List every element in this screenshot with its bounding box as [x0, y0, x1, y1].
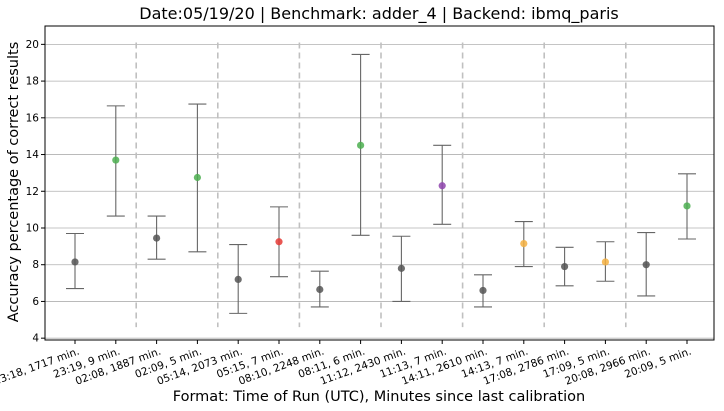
y-tick-label: 6	[32, 296, 39, 308]
y-tick-label: 10	[26, 222, 39, 234]
x-axis-label: Format: Time of Run (UTC), Minutes since…	[173, 389, 585, 405]
error-bar-point	[392, 235, 411, 302]
error-bar-point	[514, 221, 533, 268]
data-point	[479, 286, 487, 295]
error-bar-point	[106, 105, 125, 217]
group-separators	[135, 42, 627, 328]
x-axis: 23:18, 1717 min.23:19, 9 min.02:08, 1887…	[0, 340, 693, 388]
y-axis-label: Accuracy percentage of correct results	[6, 42, 22, 323]
data-point	[112, 156, 120, 164]
data-point	[438, 182, 446, 190]
error-bar-point	[596, 241, 615, 282]
error-bar-point	[229, 243, 248, 314]
error-bar-point	[310, 270, 329, 308]
data-point	[234, 275, 242, 284]
error-bar-point	[270, 206, 288, 278]
data-point	[397, 264, 405, 272]
data-point	[601, 258, 610, 266]
error-bar-point	[474, 274, 492, 308]
y-tick-label: 4	[32, 333, 39, 345]
data-point	[561, 262, 569, 271]
data-point	[520, 239, 528, 248]
error-bar-point	[66, 232, 84, 290]
data-point	[71, 258, 79, 266]
y-tick-label: 16	[26, 112, 40, 124]
y-tick-label: 8	[32, 259, 39, 271]
grid	[45, 43, 714, 339]
error-bar-point	[678, 173, 696, 240]
data-point	[357, 141, 365, 149]
data-point	[153, 234, 161, 242]
y-tick-label: 18	[26, 76, 39, 88]
y-tick-label: 14	[26, 149, 40, 161]
data-point	[642, 261, 650, 269]
data-point	[275, 238, 283, 246]
data-point	[683, 202, 691, 210]
plot-frame	[44, 25, 715, 341]
y-tick-label: 12	[26, 186, 39, 198]
error-bar-point	[147, 215, 166, 260]
chart-title: Date:05/19/20 | Benchmark: adder_4 | Bac…	[139, 4, 619, 24]
error-bar-point	[637, 232, 656, 297]
data-points	[66, 53, 696, 314]
error-bar-point	[433, 144, 452, 225]
error-bar-point	[351, 53, 370, 236]
y-tick-label: 20	[26, 39, 39, 51]
data-point	[316, 285, 324, 294]
data-point	[193, 173, 201, 182]
y-axis: 4 6 8 10 12 14 16 18 20	[26, 39, 45, 345]
error-bar-point	[555, 246, 574, 287]
error-bar-point	[188, 103, 207, 253]
